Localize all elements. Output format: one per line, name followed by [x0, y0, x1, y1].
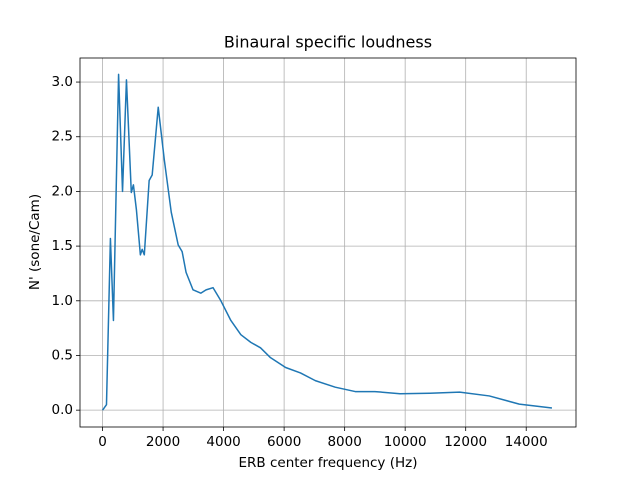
- x-tick-label: 2000: [146, 434, 180, 450]
- x-tick-label: 0: [98, 434, 107, 450]
- y-tick-label: 0.5: [52, 347, 73, 363]
- y-tick-label: 1.5: [52, 238, 73, 254]
- y-tick-label: 0.0: [52, 402, 73, 418]
- line-series: [101, 73, 553, 411]
- x-tick-label: 8000: [327, 434, 361, 450]
- x-tick-label: 14000: [505, 434, 548, 450]
- chart-title: Binaural specific loudness: [224, 33, 432, 52]
- x-tick-label: 12000: [444, 434, 487, 450]
- x-tick-label: 4000: [206, 434, 240, 450]
- x-axis-label: ERB center frequency (Hz): [239, 455, 418, 471]
- y-tick-label: 3.0: [52, 74, 73, 90]
- y-tick-label: 2.5: [52, 129, 73, 145]
- y-tick-label: 2.0: [52, 183, 73, 199]
- plot-frame: [79, 57, 577, 428]
- y-axis-label: N' (sone/Cam): [27, 194, 43, 290]
- y-tick-label: 1.0: [52, 293, 73, 309]
- x-tick-label: 6000: [267, 434, 301, 450]
- x-tick-label: 10000: [384, 434, 427, 450]
